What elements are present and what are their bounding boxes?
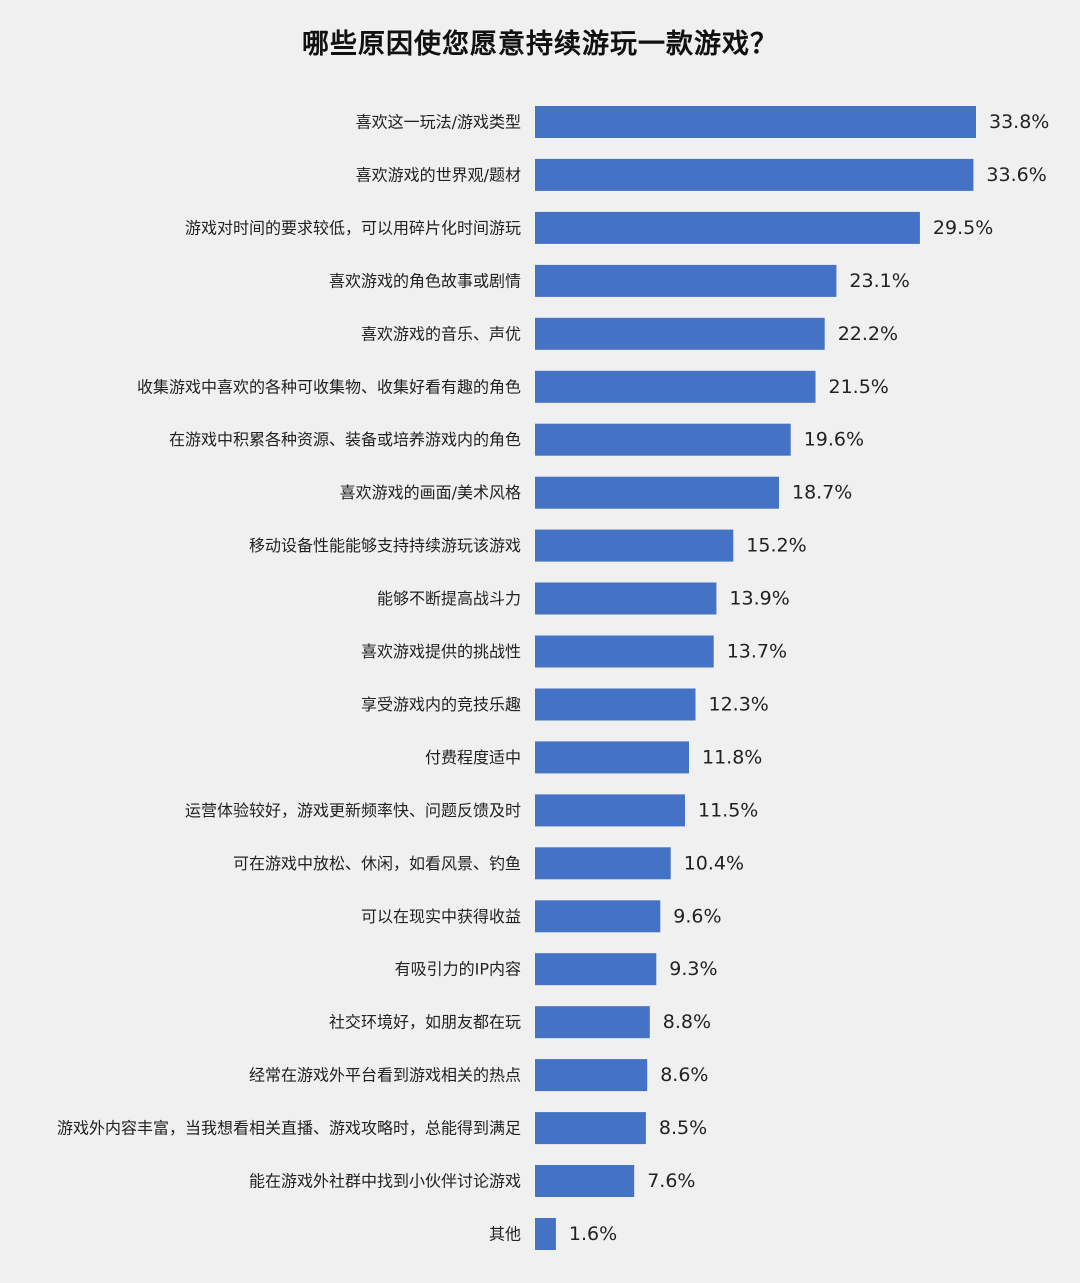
category-label: 经常在游戏外平台看到游戏相关的热点 xyxy=(249,1066,521,1085)
bar xyxy=(535,741,689,774)
category-label: 能在游戏外社群中找到小伙伴讨论游戏 xyxy=(249,1172,521,1191)
value-label: 13.9% xyxy=(729,588,789,610)
bars-group xyxy=(535,106,976,1250)
value-label: 8.6% xyxy=(660,1064,708,1086)
bar xyxy=(535,1218,556,1250)
value-label: 18.7% xyxy=(792,482,852,504)
bar xyxy=(535,794,685,827)
value-label: 23.1% xyxy=(849,270,909,292)
bar xyxy=(535,1165,635,1197)
value-label: 29.5% xyxy=(933,217,993,239)
category-labels-group: 喜欢这一玩法/游戏类型喜欢游戏的世界观/题材游戏对时间的要求较低，可以用碎片化时… xyxy=(57,113,521,1244)
category-label: 在游戏中积累各种资源、装备或培养游戏内的角色 xyxy=(169,430,521,449)
category-label: 付费程度适中 xyxy=(425,748,521,767)
category-label: 喜欢游戏的画面/美术风格 xyxy=(340,483,521,502)
bar xyxy=(535,1059,648,1092)
value-label: 7.6% xyxy=(647,1170,695,1192)
value-label: 33.6% xyxy=(986,164,1046,186)
value-label: 11.8% xyxy=(702,746,762,768)
bar xyxy=(535,264,837,297)
category-label: 可在游戏中放松、休闲，如看风景、钓鱼 xyxy=(233,854,521,873)
bar xyxy=(535,211,920,244)
category-label: 游戏外内容丰富，当我想看相关直播、游戏攻略时，总能得到满足 xyxy=(57,1119,521,1138)
bar xyxy=(535,900,661,933)
bar xyxy=(535,1112,646,1145)
bar xyxy=(535,635,714,668)
category-label: 移动设备性能能够支持持续游玩该游戏 xyxy=(249,536,521,555)
value-labels-group: 33.8% 33.6% 29.5% 23.1% 22.2% 21.5% 19.6% 18.7%… xyxy=(569,111,1049,1245)
category-label: 能够不断提高战斗力 xyxy=(377,589,521,608)
value-label: 11.5% xyxy=(698,799,758,821)
bar xyxy=(535,476,779,509)
bar xyxy=(535,953,657,986)
category-label: 其他 xyxy=(489,1225,521,1244)
bar xyxy=(535,106,976,138)
category-label: 社交环境好，如朋友都在玩 xyxy=(329,1013,521,1032)
bar xyxy=(535,317,825,350)
value-label: 13.7% xyxy=(727,641,787,663)
bar xyxy=(535,688,696,721)
category-label: 有吸引力的IP内容 xyxy=(395,960,521,979)
bar xyxy=(535,1006,650,1039)
category-label: 喜欢游戏的世界观/题材 xyxy=(356,165,521,184)
value-label: 8.8% xyxy=(663,1011,711,1033)
bar xyxy=(535,847,671,880)
value-label: 9.6% xyxy=(673,905,721,927)
value-label: 1.6% xyxy=(569,1223,617,1245)
value-label: 12.3% xyxy=(709,694,769,716)
value-label: 9.3% xyxy=(669,958,717,980)
bar xyxy=(535,529,734,562)
value-label: 10.4% xyxy=(684,852,744,874)
value-label: 21.5% xyxy=(829,376,889,398)
category-label: 享受游戏内的竞技乐趣 xyxy=(361,695,521,714)
value-label: 19.6% xyxy=(804,429,864,451)
bar xyxy=(535,158,974,191)
bar xyxy=(535,423,791,456)
category-label: 喜欢这一玩法/游戏类型 xyxy=(356,113,521,132)
value-label: 15.2% xyxy=(746,535,806,557)
category-label: 收集游戏中喜欢的各种可收集物、收集好看有趣的角色 xyxy=(137,377,521,396)
value-label: 33.8% xyxy=(989,111,1049,133)
bar xyxy=(535,582,717,615)
category-label: 喜欢游戏的音乐、声优 xyxy=(361,324,521,343)
category-label: 可以在现实中获得收益 xyxy=(361,907,521,926)
category-label: 喜欢游戏提供的挑战性 xyxy=(361,642,521,661)
category-label: 喜欢游戏的角色故事或剧情 xyxy=(329,271,521,290)
category-label: 游戏对时间的要求较低，可以用碎片化时间游玩 xyxy=(185,218,521,237)
value-label: 22.2% xyxy=(838,323,898,345)
bar xyxy=(535,370,816,403)
chart-title: 哪些原因使您愿意持续游玩一款游戏？ xyxy=(302,29,778,60)
value-label: 8.5% xyxy=(659,1117,707,1139)
category-label: 运营体验较好，游戏更新频率快、问题反馈及时 xyxy=(185,801,521,820)
